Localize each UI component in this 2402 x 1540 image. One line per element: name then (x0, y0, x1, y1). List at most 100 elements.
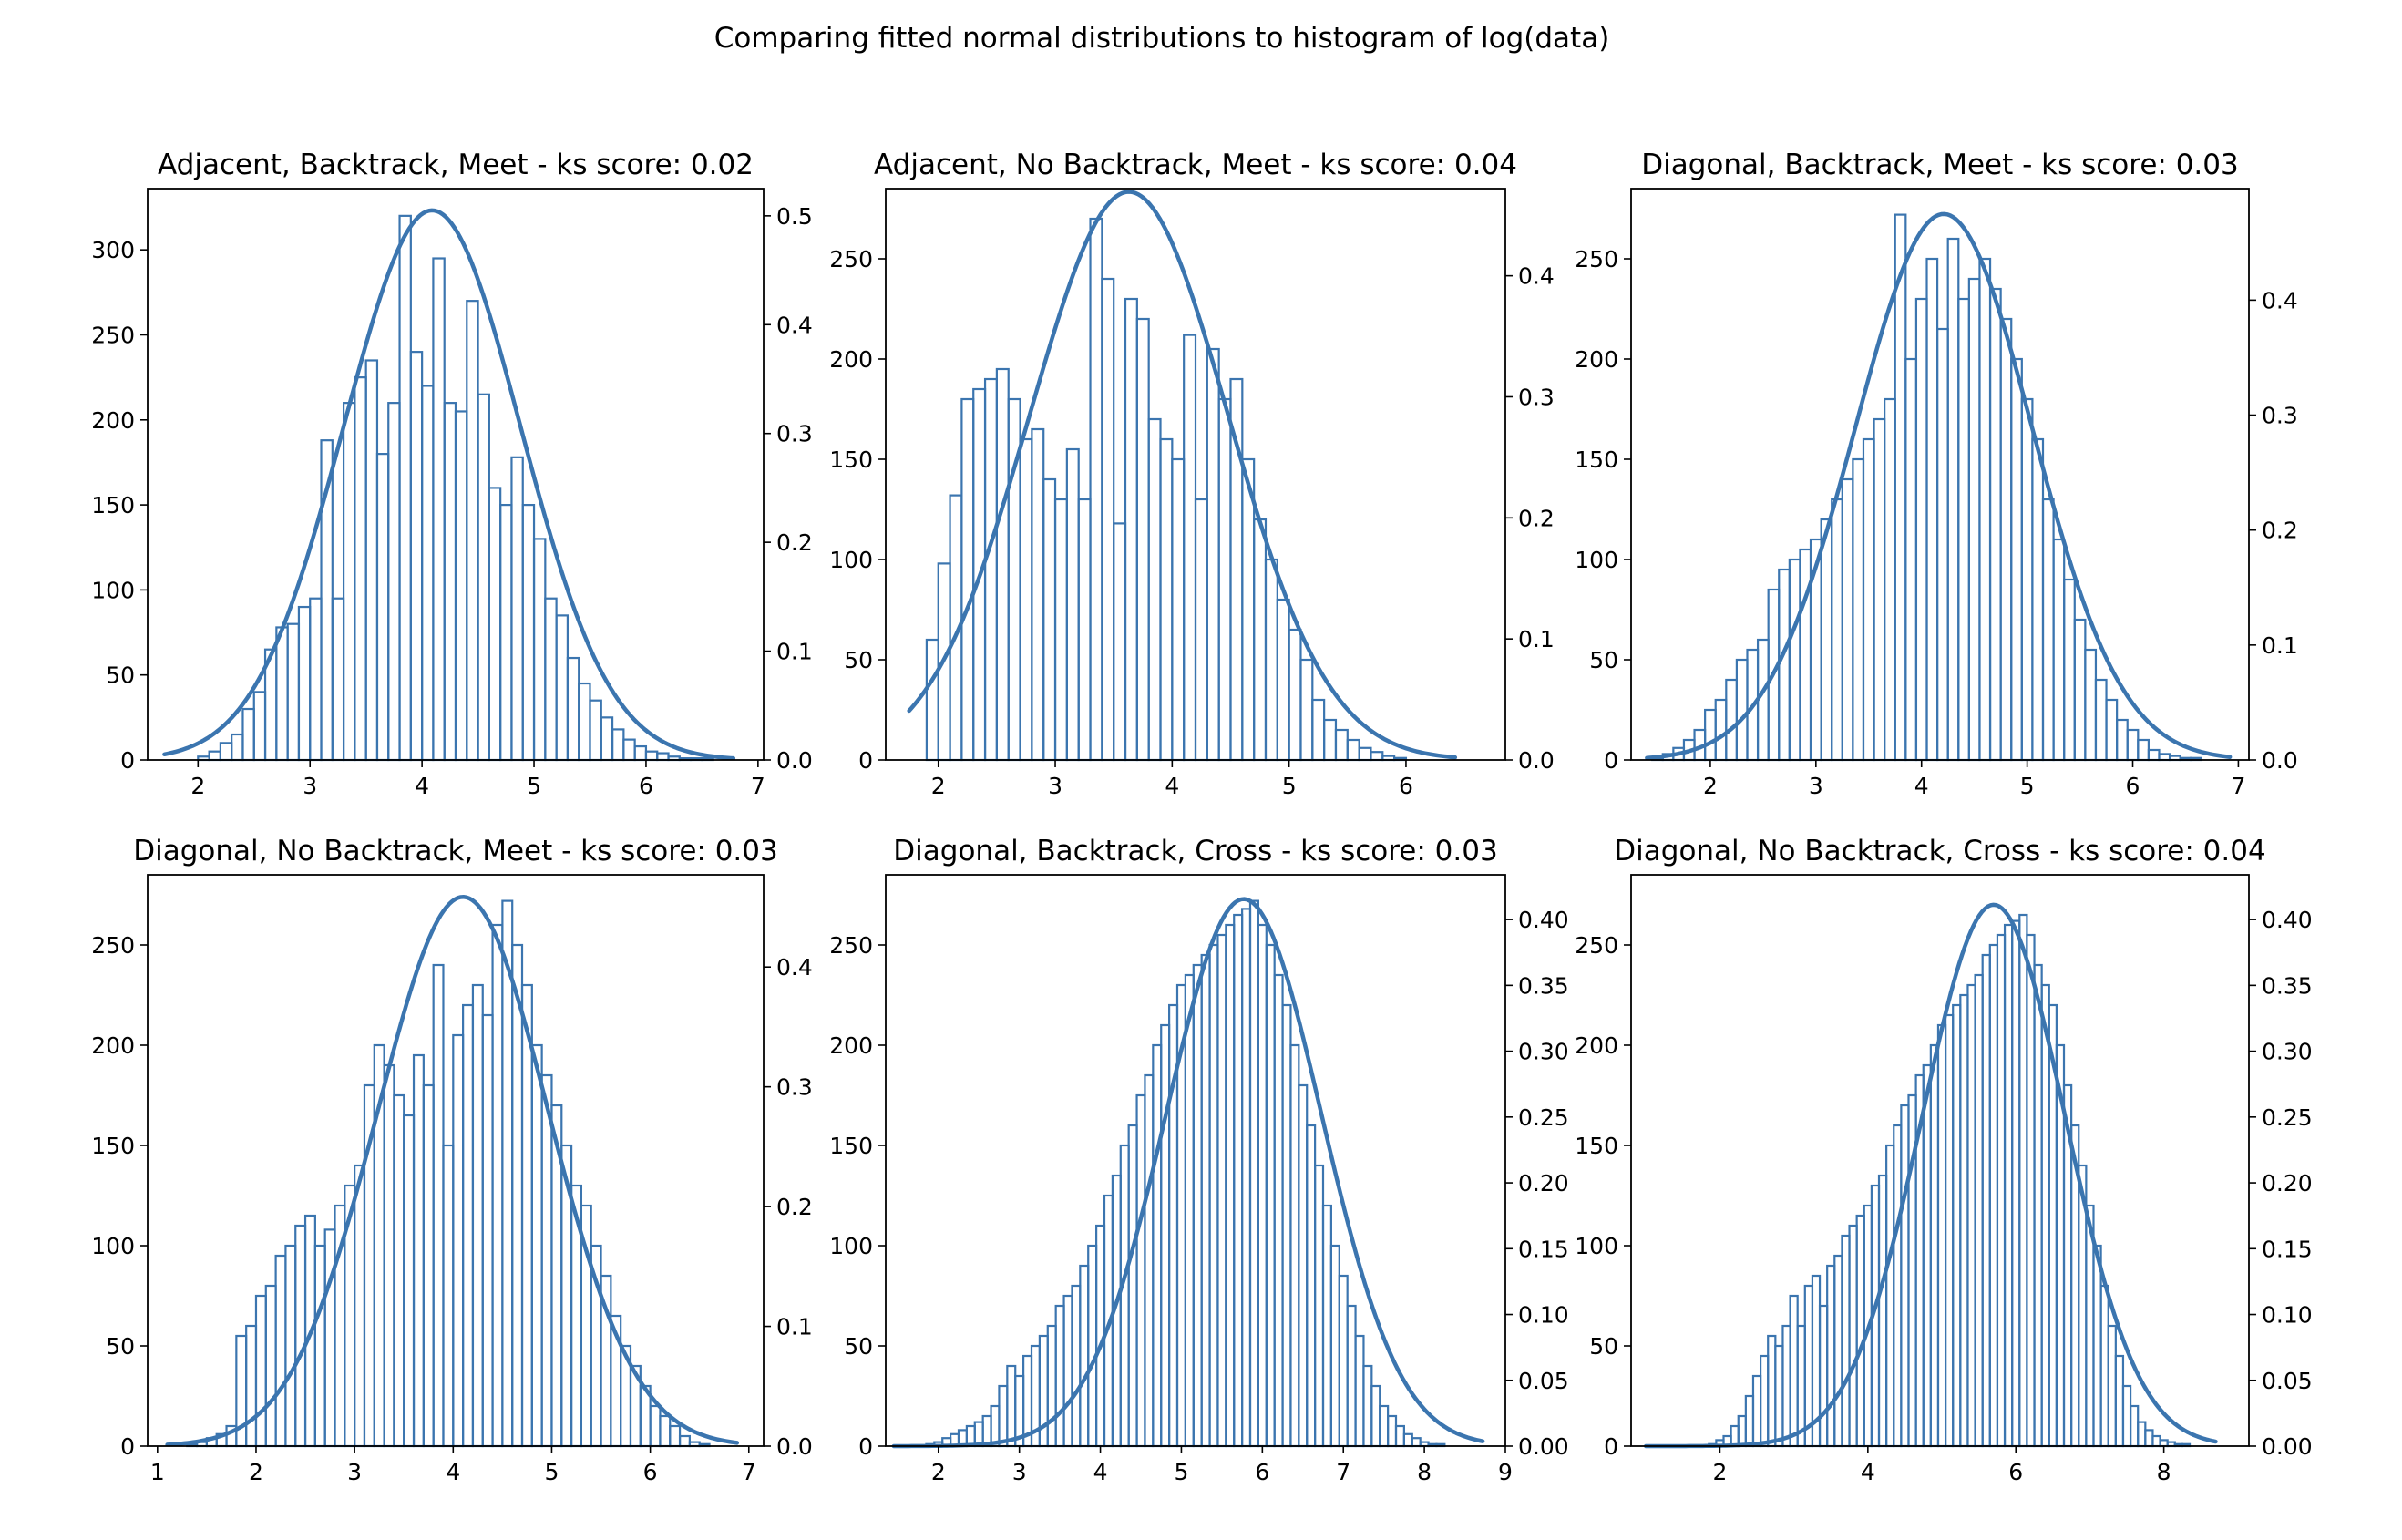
y-axis-right: 0.00 0.05 0.10 0.15 0.20 0.25 0.30 0.35 0.40 (2249, 907, 2313, 1460)
axes-frame (1630, 188, 2250, 761)
y2-tick-label: 0.2 (2262, 518, 2298, 544)
y-tick-label: 100 (91, 577, 135, 603)
x-tick-label: 2 (931, 1459, 946, 1485)
y-tick-label: 150 (91, 1133, 135, 1159)
fitted-normal-curve (1643, 902, 2218, 1449)
x-tick-label: 3 (347, 1459, 362, 1485)
subplot-1: Adjacent, Backtrack, Meet - ks score: 0.… (91, 149, 812, 799)
y2-tick-label: 0.1 (1518, 626, 1555, 652)
y-tick-label: 0 (858, 1433, 873, 1460)
y-tick-label: 300 (91, 237, 135, 263)
y-tick-label: 250 (1575, 246, 1618, 272)
fitted-normal-curve (162, 208, 736, 761)
x-axis: 2 3 4 5 6 (931, 760, 1413, 799)
x-tick-label: 7 (751, 773, 765, 799)
figure-suptitle: Comparing fitted normal distributions to… (714, 22, 1610, 55)
x-axis: 2 3 4 5 6 7 (190, 760, 765, 799)
y2-tick-label: 0.40 (1518, 907, 1569, 933)
y-axis-right: 0.00 0.05 0.10 0.15 0.20 0.25 0.30 0.35 0.40 (1505, 907, 1569, 1460)
y-tick-label: 250 (829, 932, 873, 959)
y-axis-right: 0.0 0.1 0.2 0.3 0.4 (764, 954, 813, 1460)
y2-tick-label: 0.0 (776, 747, 813, 774)
y2-tick-label: 0.4 (776, 954, 813, 980)
x-tick-label: 7 (742, 1459, 756, 1485)
y2-tick-label: 0.1 (776, 1314, 813, 1340)
y-tick-label: 150 (91, 492, 135, 518)
y-tick-label: 0 (858, 747, 873, 774)
x-tick-label: 9 (1498, 1459, 1513, 1485)
y-axis-left: 0 50 100 150 200 250 (829, 246, 886, 774)
y2-tick-label: 0.0 (1518, 747, 1555, 774)
x-tick-label: 4 (415, 773, 429, 799)
y2-tick-label: 0.0 (776, 1433, 813, 1460)
y2-tick-label: 0.3 (2262, 403, 2298, 429)
x-tick-label: 6 (1255, 1459, 1269, 1485)
y-tick-label: 200 (829, 346, 873, 373)
subplot-6: Diagonal, No Backtrack, Cross - ks score… (1575, 835, 2312, 1485)
y-tick-label: 250 (829, 246, 873, 272)
axes-frame (885, 874, 1506, 1447)
y-tick-label: 0 (1604, 747, 1618, 774)
y-tick-label: 200 (1575, 346, 1618, 373)
subplot-4: Diagonal, No Backtrack, Meet - ks score:… (91, 835, 812, 1485)
x-tick-label: 5 (1282, 773, 1297, 799)
subplot-grid: Adjacent, Backtrack, Meet - ks score: 0.… (91, 149, 2312, 1485)
y2-tick-label: 0.05 (2262, 1368, 2313, 1394)
axes-frame (885, 188, 1506, 761)
subplot-5: Diagonal, Backtrack, Cross - ks score: 0… (829, 835, 1568, 1485)
y-tick-label: 150 (1575, 447, 1618, 473)
x-tick-label: 6 (2008, 1459, 2023, 1485)
y2-tick-label: 0.00 (1518, 1433, 1569, 1460)
y2-tick-label: 0.35 (1518, 972, 1569, 999)
x-axis: 1 2 3 4 5 6 7 (150, 1446, 756, 1485)
y-tick-label: 50 (106, 1333, 135, 1360)
x-tick-label: 7 (2231, 773, 2245, 799)
x-tick-label: 4 (446, 1459, 460, 1485)
x-tick-label: 6 (1399, 773, 1413, 799)
y2-tick-label: 0.4 (2262, 287, 2298, 313)
y2-tick-label: 0.30 (1518, 1039, 1569, 1065)
y-tick-label: 50 (106, 662, 135, 689)
x-tick-label: 4 (1914, 773, 1929, 799)
y2-tick-label: 0.00 (2262, 1433, 2313, 1460)
y-tick-label: 200 (91, 1032, 135, 1059)
y-tick-label: 250 (91, 322, 135, 348)
x-tick-label: 2 (249, 1459, 263, 1485)
x-tick-label: 3 (1012, 1459, 1027, 1485)
y-axis-right: 0.0 0.1 0.2 0.3 0.4 (2249, 287, 2298, 774)
axes-frame (1630, 874, 2250, 1447)
x-tick-label: 3 (1809, 773, 1823, 799)
y2-tick-label: 0.4 (776, 312, 813, 338)
y-tick-label: 100 (1575, 1233, 1618, 1259)
x-tick-label: 3 (1048, 773, 1062, 799)
y-tick-label: 50 (1589, 647, 1618, 673)
x-axis: 2 4 6 8 (1712, 1446, 2171, 1485)
x-tick-label: 2 (190, 773, 205, 799)
x-tick-label: 6 (2126, 773, 2140, 799)
y-tick-label: 200 (829, 1032, 873, 1059)
x-tick-label: 5 (527, 773, 541, 799)
x-tick-label: 7 (1336, 1459, 1350, 1485)
y-tick-label: 50 (844, 1333, 873, 1360)
y-tick-label: 250 (91, 932, 135, 959)
x-tick-label: 4 (1165, 773, 1179, 799)
axes-frame (147, 188, 765, 761)
x-tick-label: 5 (2020, 773, 2035, 799)
subplot-title: Adjacent, Backtrack, Meet - ks score: 0.… (158, 149, 754, 181)
fitted-normal-curve (1645, 211, 2233, 761)
fitted-normal-curve (891, 897, 1485, 1449)
x-tick-label: 2 (1712, 1459, 1727, 1485)
subplot-title: Diagonal, No Backtrack, Cross - ks score… (1614, 835, 2265, 868)
x-tick-label: 2 (1703, 773, 1718, 799)
y2-tick-label: 0.05 (1518, 1368, 1569, 1394)
y-tick-label: 0 (120, 1433, 135, 1460)
subplot-title: Diagonal, No Backtrack, Meet - ks score:… (133, 835, 777, 868)
subplot-title: Diagonal, Backtrack, Meet - ks score: 0.… (1641, 149, 2238, 181)
y-axis-left: 0 50 100 150 200 250 (1575, 932, 1631, 1460)
x-tick-label: 8 (1417, 1459, 1432, 1485)
y2-tick-label: 0.3 (1518, 384, 1555, 410)
y-tick-label: 100 (91, 1233, 135, 1259)
y2-tick-label: 0.15 (2262, 1236, 2313, 1262)
y-tick-label: 0 (1604, 1433, 1618, 1460)
y-axis-right: 0.0 0.1 0.2 0.3 0.4 0.5 (764, 203, 813, 774)
